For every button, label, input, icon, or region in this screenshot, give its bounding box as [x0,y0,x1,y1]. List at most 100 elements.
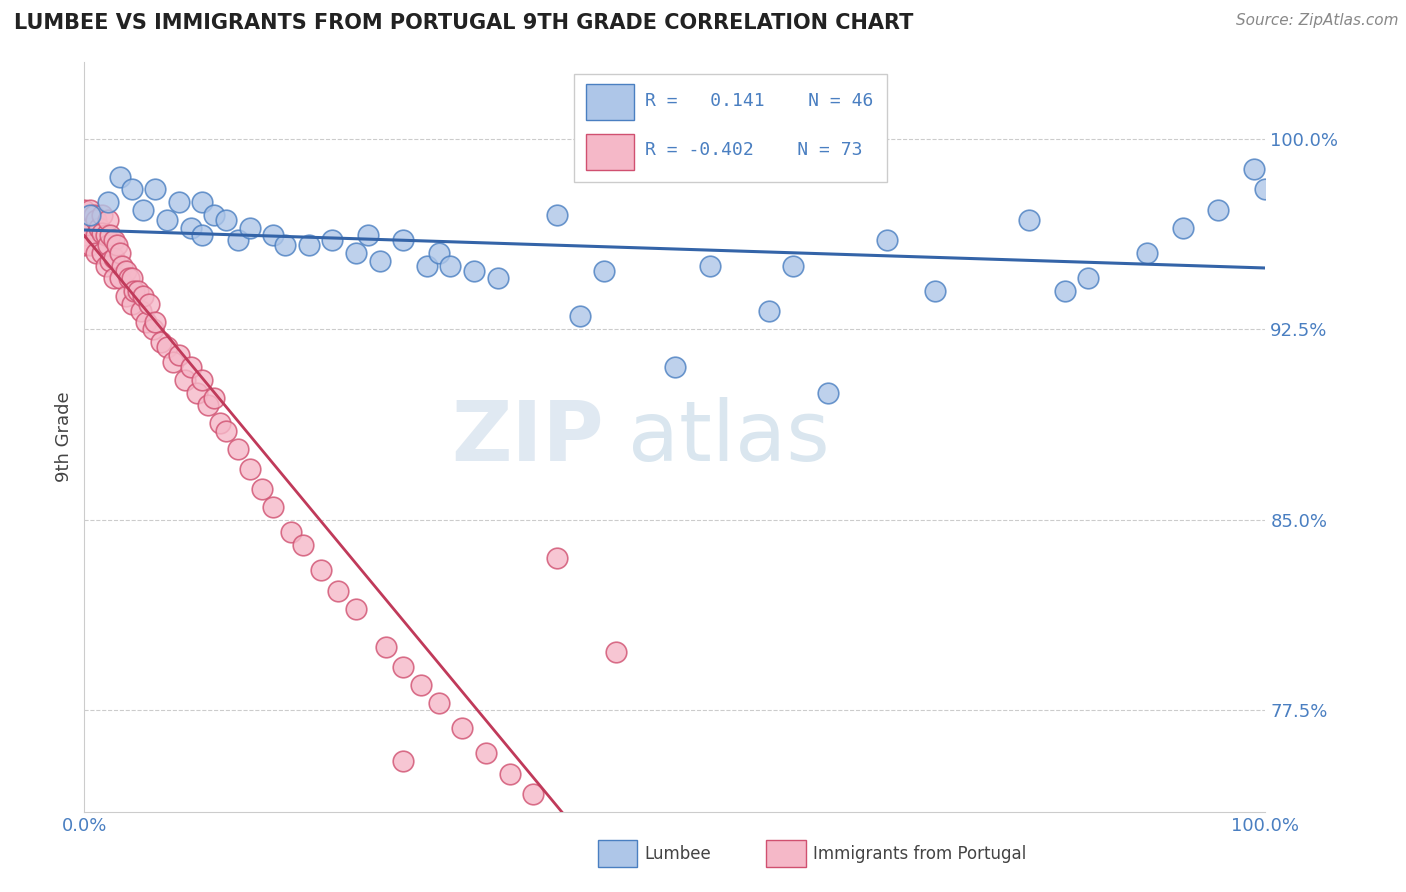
Point [103,271,125,285]
Point [392,754,415,768]
Point [486,271,509,285]
Point [215,213,238,227]
Point [107,238,129,252]
Point [97,195,120,210]
Point [409,678,432,692]
Point [186,385,208,400]
Point [262,500,284,514]
Point [280,525,302,540]
Point [118,271,141,285]
Point [83,208,105,222]
Point [79,238,101,252]
Point [569,310,592,324]
Point [197,398,219,412]
Point [97,238,120,252]
Point [291,538,314,552]
Point [1053,284,1076,298]
Point [321,233,343,247]
Point [121,297,143,311]
Point [103,233,125,247]
Point [94,228,117,243]
Point [135,314,157,328]
Point [167,347,190,361]
Point [114,263,136,277]
Point [328,583,350,598]
Point [150,334,173,349]
Text: atlas: atlas [627,397,830,477]
Point [91,208,114,222]
Point [546,208,568,222]
Point [439,259,461,273]
Point [132,202,155,217]
FancyBboxPatch shape [586,134,634,169]
Point [191,195,214,210]
Point [138,297,160,311]
Text: Lumbee: Lumbee [644,845,710,863]
Point [226,442,249,456]
Point [427,696,450,710]
Point [73,228,96,243]
Point [392,660,415,674]
Point [250,482,273,496]
Point [84,246,107,260]
Point [91,246,114,260]
Text: R = -0.402    N = 73: R = -0.402 N = 73 [645,141,863,159]
Point [451,721,474,735]
Point [142,322,165,336]
Point [91,226,114,240]
Point [924,284,946,298]
Point [129,304,152,318]
Point [73,202,96,217]
Point [546,550,568,565]
Point [73,238,96,252]
Point [202,208,225,222]
Point [191,373,214,387]
Point [121,271,143,285]
Text: Immigrants from Portugal: Immigrants from Portugal [813,845,1026,863]
Point [98,253,121,268]
Point [309,563,332,577]
Point [239,462,262,476]
Point [143,182,166,196]
Point [1243,162,1265,177]
Text: Source: ZipAtlas.com: Source: ZipAtlas.com [1236,13,1399,29]
Point [79,208,101,222]
Point [1018,213,1040,227]
Point [498,766,520,780]
Point [262,228,284,243]
Point [114,289,136,303]
Point [84,213,107,227]
Point [167,195,190,210]
Point [180,220,202,235]
Point [103,251,125,265]
Point [122,284,145,298]
Point [605,645,627,659]
Point [226,233,249,247]
Point [416,259,439,273]
Point [79,220,101,235]
Point [344,246,367,260]
Point [215,424,238,438]
Point [593,263,616,277]
Y-axis label: 9th Grade: 9th Grade [55,392,73,483]
Point [374,640,396,654]
FancyBboxPatch shape [586,84,634,120]
Point [357,228,380,243]
Point [108,169,131,184]
Point [97,213,120,227]
Text: R =   0.141    N = 46: R = 0.141 N = 46 [645,92,873,110]
Point [209,416,232,430]
Point [127,284,149,298]
Point [1077,271,1099,285]
Point [1254,182,1277,196]
Point [427,246,450,260]
Point [699,259,721,273]
Point [121,182,143,196]
Text: LUMBEE VS IMMIGRANTS FROM PORTUGAL 9TH GRADE CORRELATION CHART: LUMBEE VS IMMIGRANTS FROM PORTUGAL 9TH G… [14,13,914,33]
Point [143,314,166,328]
Point [156,213,179,227]
Point [94,259,117,273]
Point [98,228,121,243]
Point [1171,220,1194,235]
Point [84,228,107,243]
